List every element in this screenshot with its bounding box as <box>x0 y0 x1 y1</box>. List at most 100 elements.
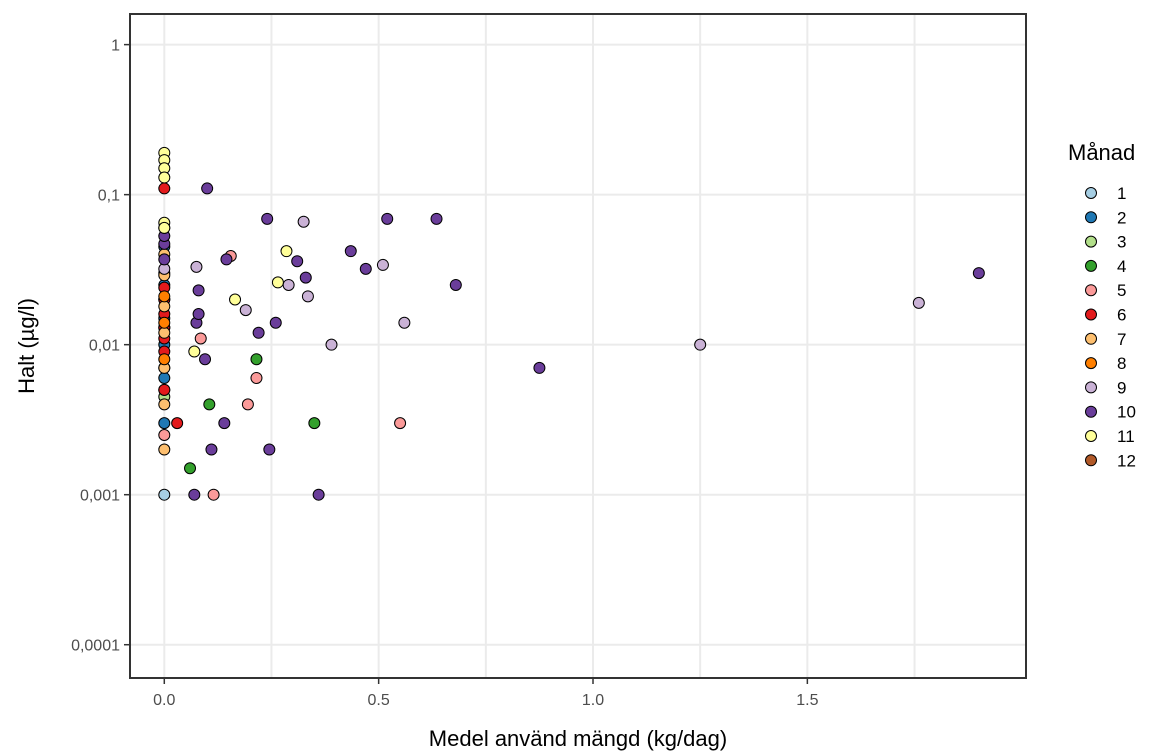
ticks-layer: 0.0 0.5 1.0 1.5 0,0001 0,001 0,01 0,1 1 <box>71 38 819 709</box>
data-point-month-10 <box>158 253 171 266</box>
data-point-month-8 <box>158 290 171 303</box>
data-point-month-7 <box>158 443 171 456</box>
x-tick-label: 0.5 <box>368 692 390 709</box>
data-point-month-10 <box>291 255 304 268</box>
data-point-month-11 <box>158 221 171 234</box>
legend-key-1 <box>1085 187 1097 199</box>
data-point-month-10 <box>972 267 985 280</box>
legend-key-8 <box>1085 357 1097 370</box>
legend-label-5: 5 <box>1117 281 1126 300</box>
data-point-month-10 <box>199 353 212 366</box>
data-point-month-10 <box>449 278 462 291</box>
y-tick-label: 0,0001 <box>71 638 120 655</box>
data-point-month-9 <box>282 278 295 291</box>
data-point-month-10 <box>188 488 201 501</box>
data-point-month-11 <box>271 276 284 289</box>
data-point-month-9 <box>398 316 411 329</box>
legend-label-4: 4 <box>1117 257 1126 276</box>
data-point-month-10 <box>312 488 325 501</box>
data-point-month-5 <box>394 417 407 430</box>
data-point-month-9 <box>694 338 707 351</box>
data-point-month-5 <box>158 428 171 441</box>
panel-border <box>129 13 1027 679</box>
data-point-month-6 <box>171 417 184 430</box>
y-tick-label: 0,01 <box>89 338 120 355</box>
data-point-month-10 <box>430 212 443 225</box>
legend-key-2 <box>1085 211 1097 224</box>
points-layer <box>158 146 985 501</box>
legend-key-3 <box>1085 235 1097 248</box>
data-point-month-9 <box>376 258 389 271</box>
x-tick-label: 1.0 <box>582 692 604 709</box>
legend-label-6: 6 <box>1117 306 1126 325</box>
y-tick-label: 0,1 <box>98 188 120 205</box>
legend-label-7: 7 <box>1117 330 1126 349</box>
legend-label-11: 11 <box>1117 427 1135 446</box>
data-point-month-1 <box>158 488 171 501</box>
data-point-month-10 <box>192 284 205 297</box>
data-point-month-9 <box>297 215 310 228</box>
x-axis-title: Medel använd mängd (kg/dag) <box>429 726 727 751</box>
data-point-month-10 <box>261 212 274 225</box>
data-point-month-10 <box>263 443 276 456</box>
data-point-month-5 <box>194 332 207 345</box>
legend-key-7 <box>1085 332 1097 345</box>
data-point-month-7 <box>158 326 171 339</box>
legend-key-9 <box>1085 381 1097 394</box>
legend-label-10: 10 <box>1117 403 1136 422</box>
data-point-month-4 <box>203 398 216 411</box>
data-point-month-10 <box>359 262 372 275</box>
grid-layer <box>130 14 1026 678</box>
data-point-month-10 <box>299 271 312 284</box>
legend-key-10 <box>1085 405 1097 418</box>
data-point-month-10 <box>252 326 265 339</box>
data-point-month-11 <box>188 345 201 358</box>
data-point-month-11 <box>229 293 242 306</box>
legend-key-6 <box>1085 308 1097 321</box>
data-point-month-4 <box>308 417 321 430</box>
legend-key-5 <box>1085 284 1097 297</box>
y-axis-title: Halt (µg/l) <box>14 298 39 394</box>
data-point-month-9 <box>190 260 203 273</box>
data-point-month-9 <box>239 304 252 317</box>
data-point-month-5 <box>250 371 263 384</box>
data-point-month-11 <box>158 171 171 184</box>
data-point-month-4 <box>184 462 197 475</box>
legend-key-12 <box>1085 454 1097 467</box>
data-point-month-7 <box>158 398 171 411</box>
data-point-month-4 <box>250 353 263 366</box>
legend-key-11 <box>1085 430 1097 442</box>
data-point-month-10 <box>269 316 282 329</box>
x-tick-label: 1.5 <box>796 692 818 709</box>
data-point-month-7 <box>158 300 171 313</box>
data-point-month-8 <box>158 316 171 329</box>
data-point-month-5 <box>241 398 254 411</box>
data-point-month-10 <box>533 361 546 374</box>
x-tick-label: 0.0 <box>153 692 175 709</box>
y-tick-label: 1 <box>111 38 120 55</box>
data-point-month-10 <box>381 212 394 225</box>
data-point-month-9 <box>912 296 925 309</box>
data-point-month-6 <box>158 182 171 195</box>
data-point-month-9 <box>325 338 338 351</box>
data-point-month-2 <box>158 417 171 430</box>
legend-label-1: 1 <box>1117 184 1126 203</box>
data-point-month-5 <box>207 488 220 501</box>
data-point-month-10 <box>344 245 357 258</box>
data-point-month-2 <box>158 371 171 384</box>
legend-label-12: 12 <box>1117 451 1136 470</box>
legend-label-8: 8 <box>1117 354 1126 373</box>
data-point-month-10 <box>220 253 233 266</box>
y-tick-label: 0,001 <box>80 488 120 505</box>
legend-label-9: 9 <box>1117 378 1126 397</box>
legend-key-4 <box>1085 259 1097 272</box>
data-point-month-11 <box>280 245 293 258</box>
data-point-month-9 <box>301 290 314 303</box>
legend-label-3: 3 <box>1117 233 1126 252</box>
legend-label-2: 2 <box>1117 208 1126 227</box>
data-point-month-8 <box>158 353 171 366</box>
legend-title: Månad <box>1068 140 1135 165</box>
